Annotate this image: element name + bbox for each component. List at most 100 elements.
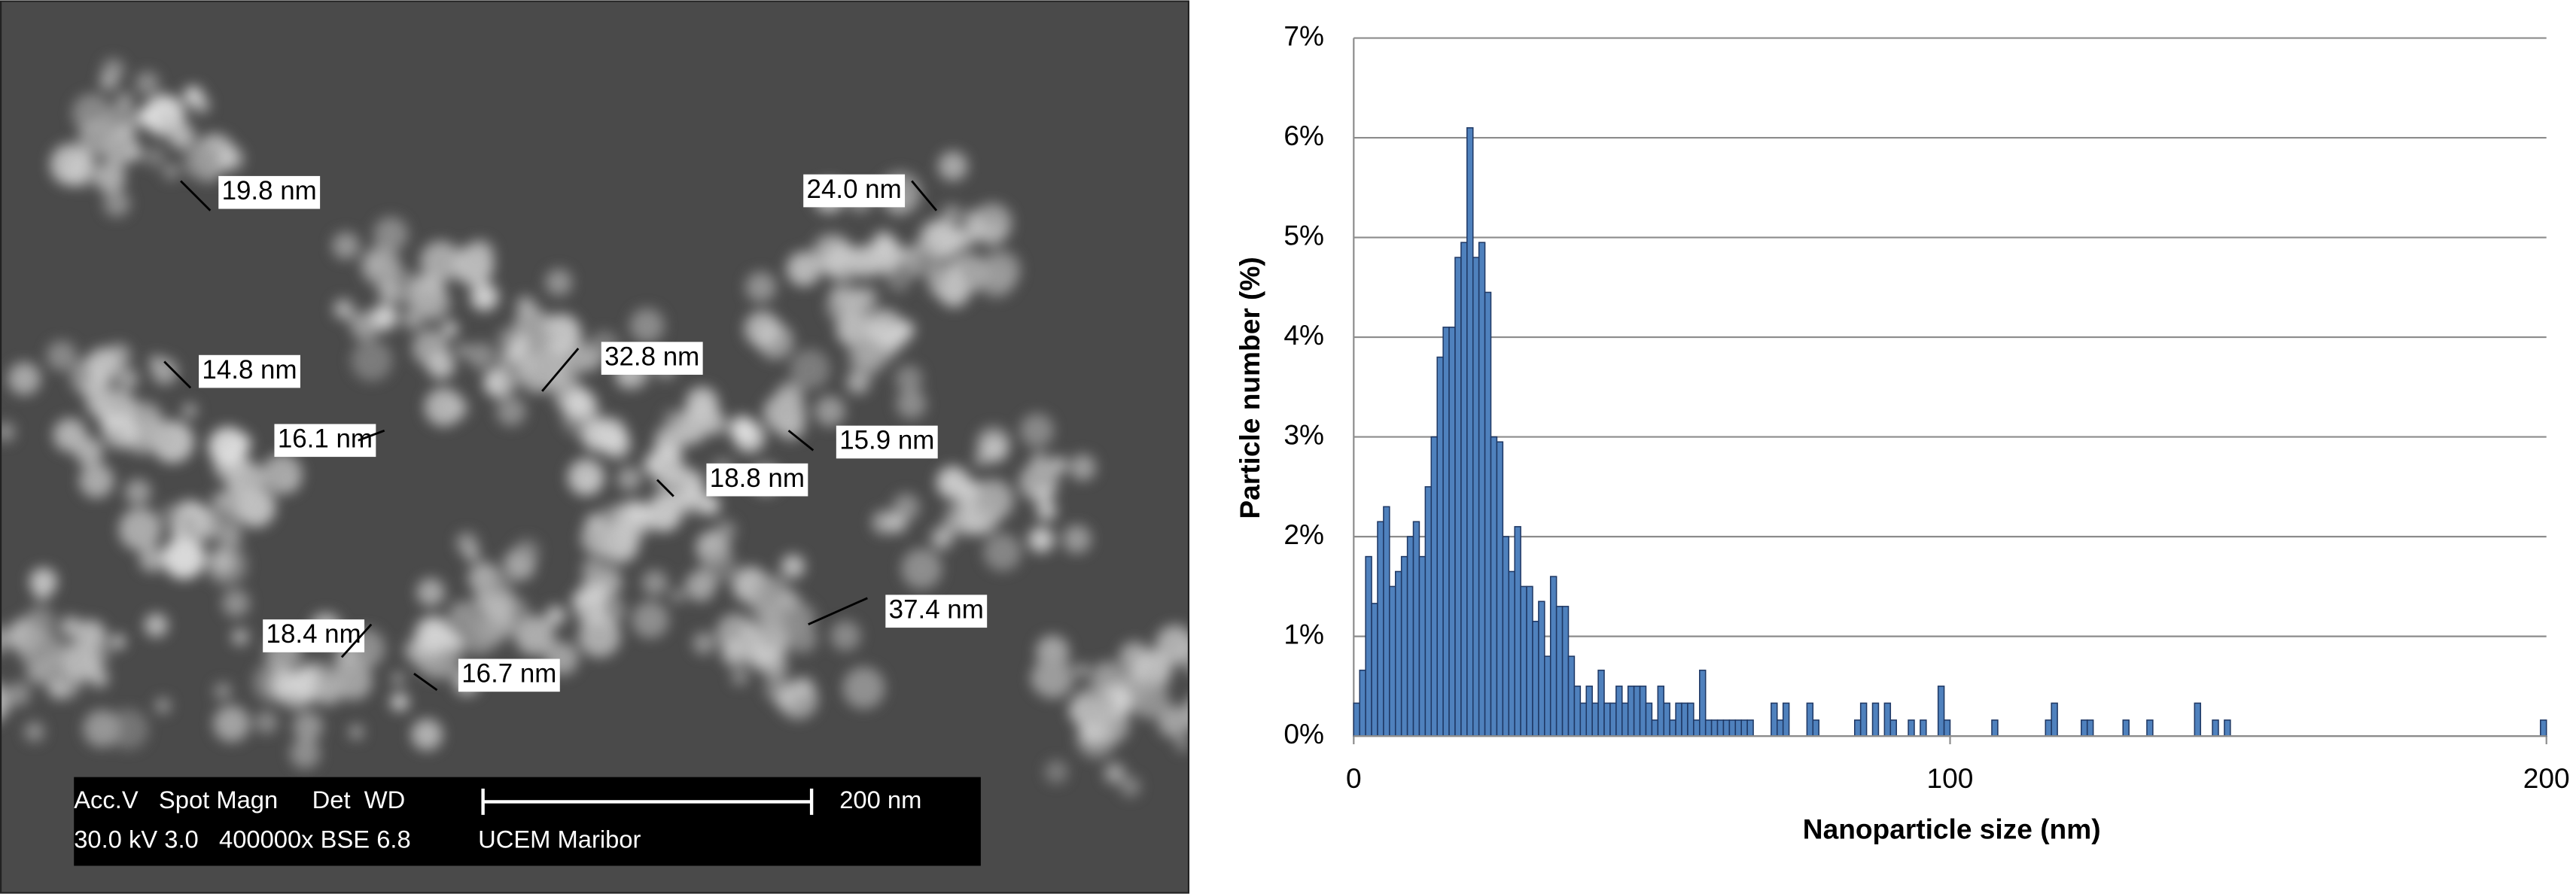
bar <box>1699 669 1707 737</box>
bar <box>1549 576 1557 737</box>
bar <box>1859 702 1868 737</box>
bar <box>1627 686 1635 737</box>
particle <box>483 617 504 639</box>
bar <box>1728 719 1737 737</box>
particle <box>420 241 462 283</box>
particle <box>1044 760 1068 784</box>
bar <box>2224 719 2231 737</box>
particle <box>731 668 749 686</box>
measurement-label: 16.7 nm <box>461 659 556 689</box>
particle <box>685 570 716 602</box>
bar <box>1484 291 1492 737</box>
bar <box>1693 719 1701 737</box>
micrograph: 19.8 nm 24.0 nm 14.8 nm 32.8 nm 16.1 nm 15.9 … <box>0 0 1213 894</box>
particle <box>645 495 682 532</box>
bar <box>1573 686 1582 737</box>
particle <box>154 698 171 714</box>
info-values: 30.0 kV 3.0 400000x BSE 6.8 <box>74 825 410 853</box>
particle <box>1036 500 1057 522</box>
particle <box>980 250 1021 290</box>
particle <box>183 86 203 106</box>
particle <box>110 634 126 650</box>
particle <box>745 272 777 303</box>
bar <box>1853 719 1862 737</box>
bar <box>1591 702 1599 737</box>
bar <box>2122 719 2130 737</box>
particle <box>580 519 618 556</box>
bar <box>1722 719 1731 737</box>
particle <box>144 146 166 168</box>
bar <box>2540 719 2547 737</box>
bar <box>1430 436 1438 737</box>
particle <box>411 719 443 751</box>
particle <box>0 421 16 442</box>
x-tick-label: 0 <box>1346 762 1362 794</box>
particle <box>663 409 684 430</box>
particle <box>885 325 909 350</box>
particle <box>1198 649 1213 664</box>
bar <box>1710 719 1719 737</box>
bar <box>1383 506 1390 737</box>
bar <box>1377 521 1384 737</box>
particle <box>1158 705 1190 738</box>
particle <box>8 362 41 396</box>
particle <box>87 348 120 382</box>
x-tick-label: 100 <box>1927 762 1974 794</box>
bar <box>1514 526 1521 737</box>
label-box <box>601 342 703 375</box>
bar <box>1782 702 1790 737</box>
bar <box>1806 702 1814 737</box>
particle <box>50 143 93 186</box>
particle <box>226 460 265 499</box>
bar <box>1561 606 1570 737</box>
particle <box>148 354 163 369</box>
info-header: Acc.V Spot Magn Det WD <box>74 786 405 813</box>
bar <box>1555 606 1564 737</box>
bar <box>1502 536 1510 737</box>
micrograph-border <box>0 0 1190 894</box>
bar <box>1681 702 1688 737</box>
particle <box>905 240 941 276</box>
particle <box>61 425 82 446</box>
particle <box>115 91 134 110</box>
bar <box>1472 257 1480 737</box>
particle <box>786 251 821 287</box>
particle <box>1075 663 1089 677</box>
particle <box>936 466 970 499</box>
bar <box>1400 555 1408 737</box>
particle <box>333 298 354 320</box>
bar <box>1675 702 1682 737</box>
particle <box>181 403 198 418</box>
particle <box>483 591 515 622</box>
particle <box>830 620 861 651</box>
measure-line <box>656 479 674 497</box>
particle <box>412 330 449 366</box>
particle <box>124 479 151 506</box>
label-box <box>199 354 300 388</box>
particle <box>269 669 298 698</box>
particle <box>424 388 464 427</box>
particle <box>764 604 790 629</box>
particle <box>886 266 912 293</box>
particle <box>871 510 897 535</box>
bar <box>2051 702 2058 737</box>
label-box <box>706 463 808 497</box>
particle <box>221 589 250 617</box>
measure-line <box>911 180 938 211</box>
particle <box>144 613 169 637</box>
particle <box>1049 456 1067 474</box>
bar <box>1538 601 1545 737</box>
bar <box>1579 702 1588 737</box>
measure-line <box>808 597 868 625</box>
bar <box>1657 686 1665 737</box>
particle <box>139 546 165 573</box>
particle <box>416 578 445 607</box>
bar <box>1478 242 1486 737</box>
particle <box>779 590 801 612</box>
bar <box>1389 585 1396 737</box>
particle <box>391 671 405 686</box>
particle <box>290 738 321 769</box>
particle <box>545 605 566 626</box>
particle <box>545 269 573 296</box>
particle <box>938 275 970 308</box>
